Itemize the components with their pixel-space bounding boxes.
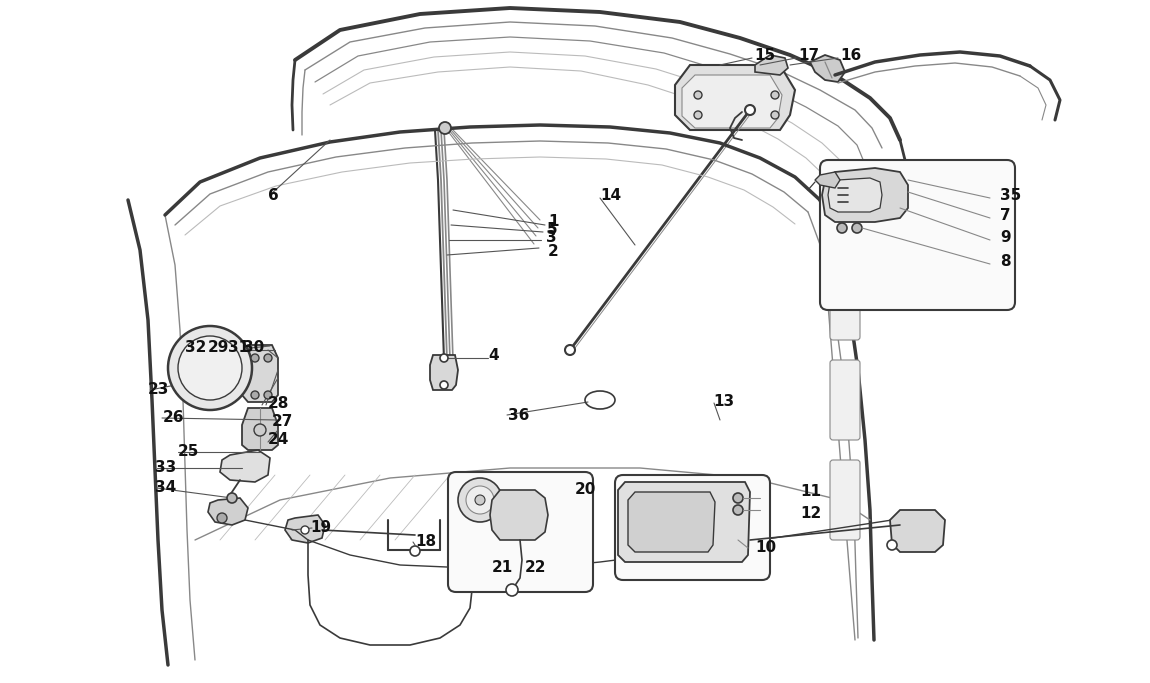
Text: 17: 17 xyxy=(798,48,819,63)
Text: 15: 15 xyxy=(754,48,775,63)
Text: 4: 4 xyxy=(488,348,499,363)
FancyBboxPatch shape xyxy=(200,358,220,380)
FancyBboxPatch shape xyxy=(820,160,1015,310)
Circle shape xyxy=(852,223,862,233)
Text: 27: 27 xyxy=(273,415,293,430)
Circle shape xyxy=(733,493,743,503)
Circle shape xyxy=(475,495,485,505)
Text: 7: 7 xyxy=(1000,208,1011,223)
Text: 18: 18 xyxy=(415,535,436,550)
Circle shape xyxy=(887,540,897,550)
Text: 1: 1 xyxy=(549,214,559,229)
Circle shape xyxy=(745,105,756,115)
Circle shape xyxy=(439,122,451,134)
Polygon shape xyxy=(618,482,750,562)
Polygon shape xyxy=(810,55,845,82)
Text: 31: 31 xyxy=(228,341,250,355)
Circle shape xyxy=(693,111,701,119)
Polygon shape xyxy=(628,492,715,552)
Polygon shape xyxy=(890,510,945,552)
FancyBboxPatch shape xyxy=(830,360,860,440)
Text: 8: 8 xyxy=(1000,255,1011,270)
Circle shape xyxy=(217,513,227,523)
Text: 24: 24 xyxy=(268,432,290,447)
Circle shape xyxy=(733,505,743,515)
Circle shape xyxy=(168,326,252,410)
Text: 12: 12 xyxy=(800,505,821,520)
Circle shape xyxy=(837,223,848,233)
Text: 23: 23 xyxy=(148,382,169,398)
Text: 3: 3 xyxy=(546,230,557,245)
Text: 30: 30 xyxy=(243,341,264,355)
Polygon shape xyxy=(430,355,458,390)
Text: 13: 13 xyxy=(713,395,734,410)
Text: 2: 2 xyxy=(549,245,559,260)
Circle shape xyxy=(458,478,503,522)
Polygon shape xyxy=(208,498,248,525)
Circle shape xyxy=(440,354,448,362)
Text: 32: 32 xyxy=(185,341,206,355)
Polygon shape xyxy=(756,55,788,75)
Circle shape xyxy=(770,111,779,119)
Text: 6: 6 xyxy=(268,188,278,202)
Circle shape xyxy=(411,546,420,556)
Circle shape xyxy=(440,381,448,389)
FancyBboxPatch shape xyxy=(830,460,860,540)
Text: 22: 22 xyxy=(526,561,546,576)
Text: 11: 11 xyxy=(800,484,821,499)
Polygon shape xyxy=(675,65,795,130)
Text: 36: 36 xyxy=(508,408,529,423)
Circle shape xyxy=(254,424,266,436)
Circle shape xyxy=(251,354,259,362)
Polygon shape xyxy=(822,168,909,222)
Circle shape xyxy=(301,526,309,534)
Circle shape xyxy=(693,91,701,99)
Circle shape xyxy=(466,486,494,514)
Polygon shape xyxy=(242,345,278,402)
FancyBboxPatch shape xyxy=(448,472,593,592)
Polygon shape xyxy=(490,490,549,540)
Circle shape xyxy=(770,91,779,99)
Text: 21: 21 xyxy=(492,561,513,576)
Circle shape xyxy=(227,493,237,503)
Text: 25: 25 xyxy=(178,445,199,460)
Circle shape xyxy=(565,345,575,355)
Polygon shape xyxy=(815,172,839,188)
Text: 20: 20 xyxy=(575,482,597,497)
Text: 29: 29 xyxy=(208,341,229,355)
Polygon shape xyxy=(285,515,325,543)
Text: 35: 35 xyxy=(1000,188,1021,202)
Polygon shape xyxy=(220,450,270,482)
Circle shape xyxy=(506,584,518,596)
Text: 10: 10 xyxy=(756,540,776,555)
Polygon shape xyxy=(242,408,278,450)
Text: 28: 28 xyxy=(268,395,290,410)
Circle shape xyxy=(264,391,273,399)
FancyBboxPatch shape xyxy=(615,475,770,580)
Text: 9: 9 xyxy=(1000,230,1011,245)
Text: 34: 34 xyxy=(155,481,176,495)
Circle shape xyxy=(178,336,242,400)
Text: 16: 16 xyxy=(840,48,861,63)
Polygon shape xyxy=(828,178,882,212)
FancyBboxPatch shape xyxy=(830,260,860,340)
Text: 26: 26 xyxy=(163,410,184,426)
Circle shape xyxy=(264,354,273,362)
Polygon shape xyxy=(682,75,782,128)
Text: 33: 33 xyxy=(155,460,176,475)
Circle shape xyxy=(251,391,259,399)
Text: 14: 14 xyxy=(600,188,621,202)
Text: 19: 19 xyxy=(310,520,331,535)
Text: 5: 5 xyxy=(547,223,558,238)
